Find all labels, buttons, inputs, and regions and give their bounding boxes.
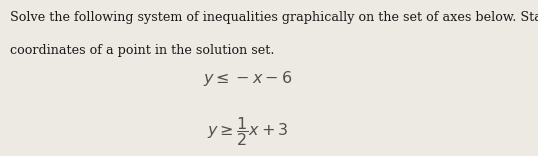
Text: $y \leq -x-6$: $y \leq -x-6$ <box>203 68 292 88</box>
Text: coordinates of a point in the solution set.: coordinates of a point in the solution s… <box>10 44 274 57</box>
Text: $y \geq \dfrac{1}{2}x+3$: $y \geq \dfrac{1}{2}x+3$ <box>207 115 288 148</box>
Text: Solve the following system of inequalities graphically on the set of axes below.: Solve the following system of inequaliti… <box>10 11 538 24</box>
